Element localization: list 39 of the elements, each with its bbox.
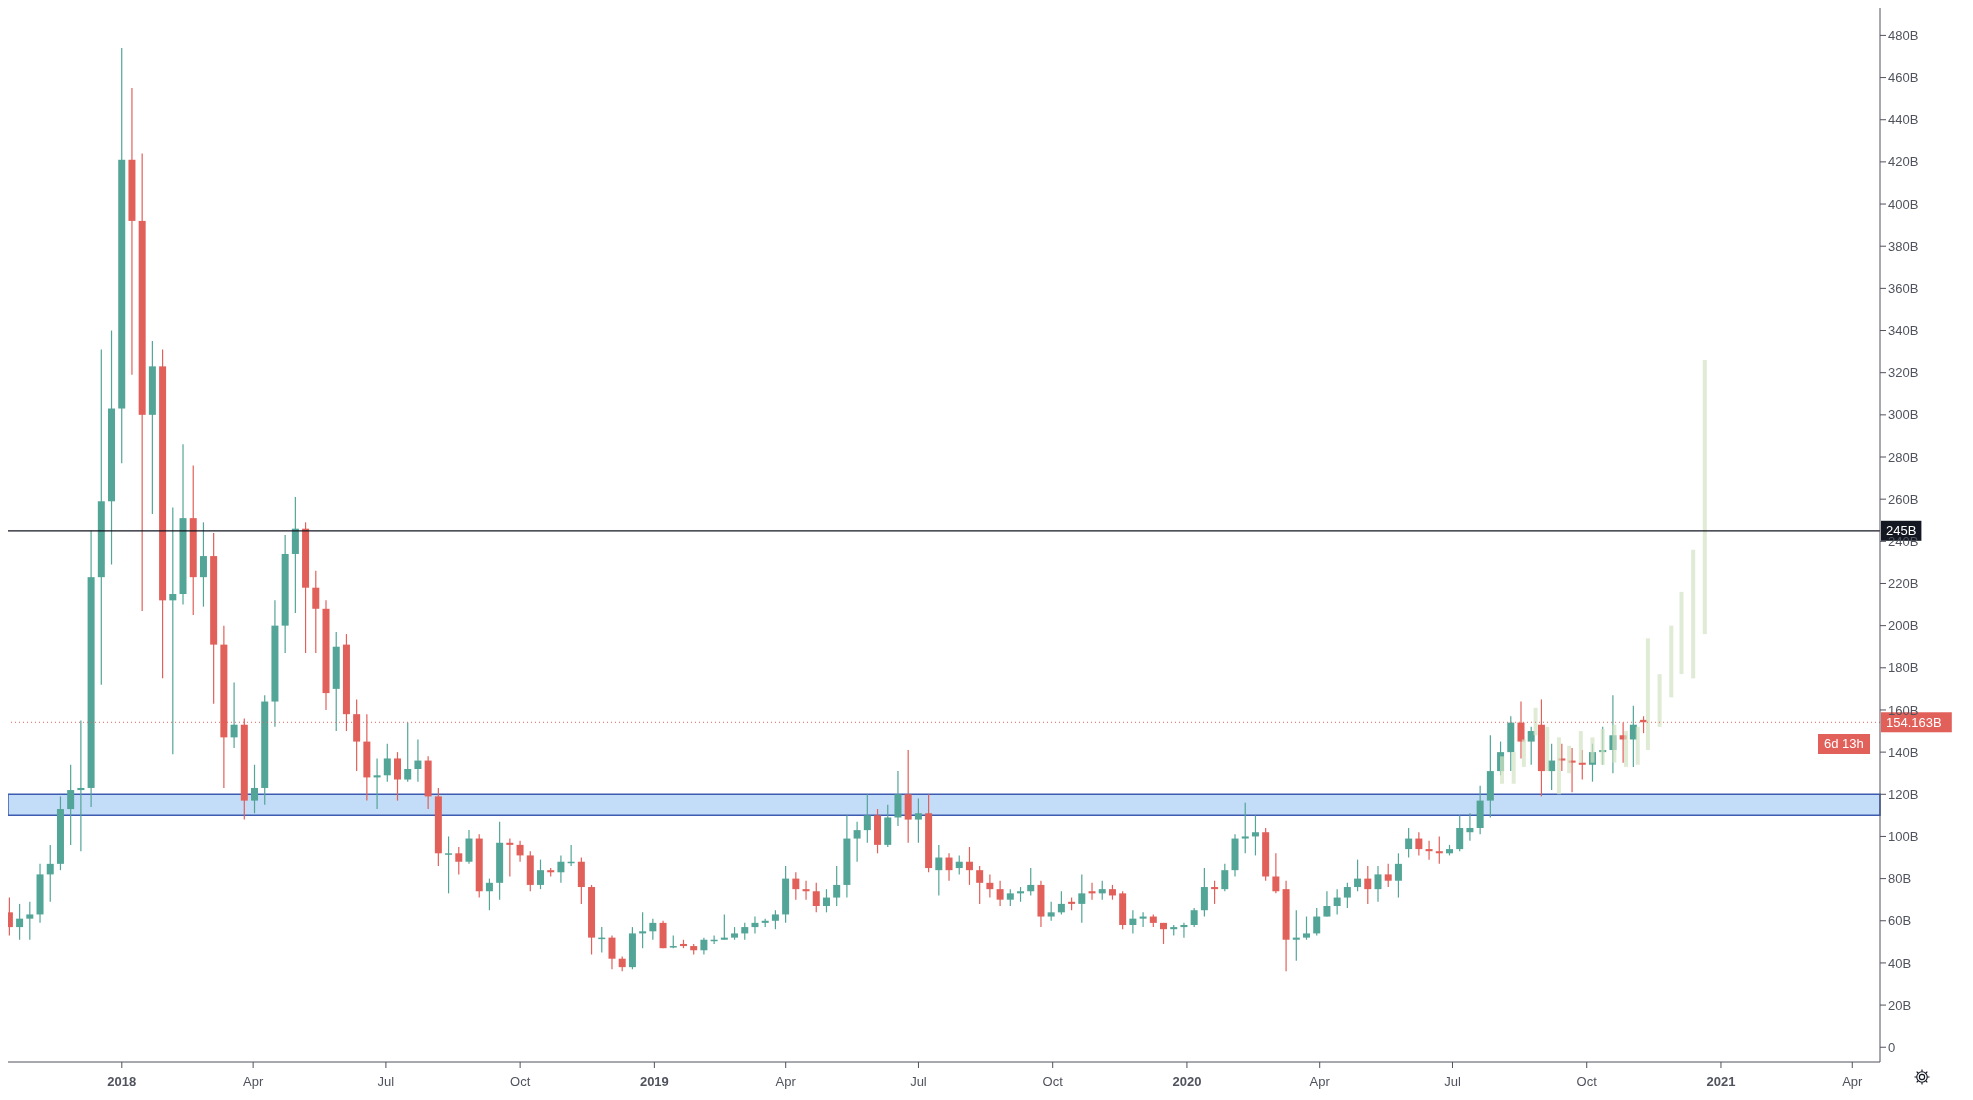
x-tick-label: 2021 <box>1706 1074 1736 1089</box>
y-tick-label: 180B <box>1888 660 1919 676</box>
x-tick-label: 2019 <box>639 1074 669 1089</box>
y-tick-label: 320B <box>1888 365 1919 381</box>
x-tick-label: Apr <box>1842 1074 1864 1089</box>
y-tick-label: 0 <box>1888 1039 1896 1055</box>
y-tick-label: 460B <box>1888 70 1919 86</box>
y-tick-label: 60B <box>1888 913 1912 929</box>
y-tick-label: 200B <box>1888 618 1919 634</box>
x-tick-label: Jul <box>910 1074 927 1089</box>
y-tick-label: 260B <box>1888 491 1919 507</box>
y-tick-label: 420B <box>1888 154 1919 170</box>
y-tick-label: 440B <box>1888 112 1919 128</box>
x-tick-label: Oct <box>1576 1074 1598 1089</box>
x-tick-label: Apr <box>243 1074 264 1089</box>
y-tick-label: 300B <box>1888 407 1919 423</box>
ref-line-label: 154.163B <box>1886 714 1942 730</box>
x-tick-label: 2018 <box>107 1074 137 1089</box>
x-tick-label: 2020 <box>1172 1074 1202 1089</box>
y-tick-label: 280B <box>1888 449 1919 465</box>
y-tick-label: 120B <box>1888 786 1919 802</box>
x-tick-label: Apr <box>775 1074 797 1089</box>
x-tick-label: Oct <box>1042 1074 1064 1089</box>
y-tick-label: 40B <box>1888 955 1912 971</box>
y-tick-label: 480B <box>1888 28 1919 44</box>
y-tick-label: 340B <box>1888 323 1919 339</box>
x-tick-label: Jul <box>377 1074 395 1089</box>
y-tick-label: 380B <box>1888 238 1919 254</box>
y-tick-label: 360B <box>1888 280 1919 296</box>
annotation: 6d 13h <box>1818 734 1870 755</box>
x-tick-label: Oct <box>510 1074 531 1089</box>
y-tick-label: 140B <box>1888 744 1919 760</box>
y-tick-label: 20B <box>1888 997 1912 1013</box>
y-tick-label: 100B <box>1888 829 1919 845</box>
x-tick-label: Apr <box>1309 1074 1331 1089</box>
y-tick-label: 80B <box>1888 871 1912 887</box>
y-tick-label: 220B <box>1888 576 1919 592</box>
y-tick-label: 400B <box>1888 196 1919 212</box>
x-tick-label: Jul <box>1444 1074 1461 1089</box>
